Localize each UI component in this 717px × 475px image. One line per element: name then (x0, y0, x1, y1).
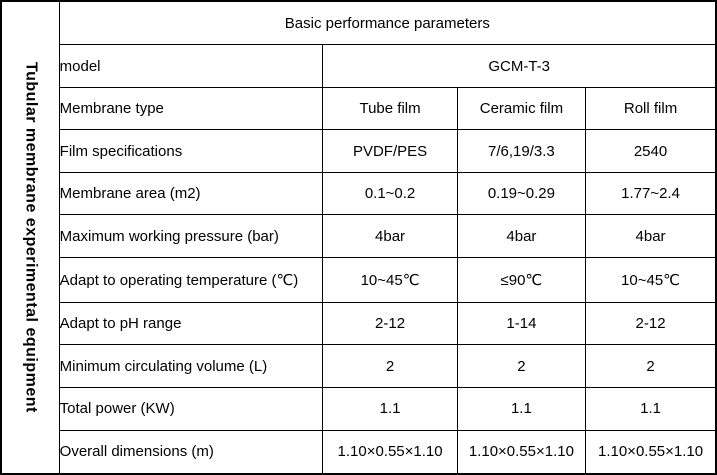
row-label: Adapt to pH range (58, 301, 324, 346)
cell-value: 7/6,19/3.3 (456, 129, 587, 173)
row-label: Adapt to operating temperature (℃) (58, 256, 324, 303)
cell-value: 1-14 (456, 301, 587, 346)
cell-value: 1.1 (322, 386, 458, 431)
row-label: Membrane type (58, 86, 324, 131)
cell-value: 2 (322, 344, 458, 388)
cell-value: 0.19~0.29 (456, 171, 587, 216)
cell-value: 2540 (585, 129, 717, 173)
table-row-min-volume: Minimum circulating volume (L) 2 2 2 (1, 344, 717, 388)
equipment-title-vertical: Tubular membrane experimental equipment (22, 62, 40, 413)
table-title: Basic performance parameters (58, 0, 717, 46)
table-row-max-pressure: Maximum working pressure (bar) 4bar 4bar… (1, 214, 717, 258)
cell-value: Ceramic film (456, 86, 587, 131)
cell-value: 4bar (585, 214, 717, 258)
row-label-model: model (58, 44, 324, 88)
cell-value: 1.1 (585, 386, 717, 431)
row-label: Total power (KW) (58, 386, 324, 431)
cell-value: 10~45℃ (322, 256, 458, 303)
table-row-dimensions: Overall dimensions (m) 1.10×0.55×1.10 1.… (1, 429, 717, 475)
row-label: Film specifications (58, 129, 324, 173)
table-row-model: model GCM-T-3 (1, 44, 717, 88)
cell-value: Roll film (585, 86, 717, 131)
model-value: GCM-T-3 (322, 44, 717, 88)
cell-value: 1.1 (456, 386, 587, 431)
cell-value: 2-12 (585, 301, 717, 346)
row-label: Membrane area (m2) (58, 171, 324, 216)
cell-value: 10~45℃ (585, 256, 717, 303)
cell-value: 0.1~0.2 (322, 171, 458, 216)
table-row-total-power: Total power (KW) 1.1 1.1 1.1 (1, 386, 717, 431)
row-label: Maximum working pressure (bar) (58, 214, 324, 258)
cell-value: PVDF/PES (322, 129, 458, 173)
cell-value: 1.77~2.4 (585, 171, 717, 216)
row-label: Overall dimensions (m) (58, 429, 324, 475)
row-label: Minimum circulating volume (L) (58, 344, 324, 388)
cell-value: ≤90℃ (456, 256, 587, 303)
cell-value: 2 (585, 344, 717, 388)
cell-value: Tube film (322, 86, 458, 131)
table-row-membrane-type: Membrane type Tube film Ceramic film Rol… (1, 86, 717, 131)
cell-value: 2-12 (322, 301, 458, 346)
cell-value: 1.10×0.55×1.10 (456, 429, 587, 475)
table-row-film-specs: Film specifications PVDF/PES 7/6,19/3.3 … (1, 129, 717, 173)
cell-value: 4bar (322, 214, 458, 258)
cell-value: 1.10×0.55×1.10 (585, 429, 717, 475)
cell-value: 2 (456, 344, 587, 388)
table-row-membrane-area: Membrane area (m2) 0.1~0.2 0.19~0.29 1.7… (1, 171, 717, 216)
side-header-cell: Tubular membrane experimental equipment (0, 0, 60, 475)
cell-value: 4bar (456, 214, 587, 258)
table-row-temperature: Adapt to operating temperature (℃) 10~45… (1, 256, 717, 303)
table-row-ph-range: Adapt to pH range 2-12 1-14 2-12 (1, 301, 717, 346)
cell-value: 1.10×0.55×1.10 (322, 429, 458, 475)
